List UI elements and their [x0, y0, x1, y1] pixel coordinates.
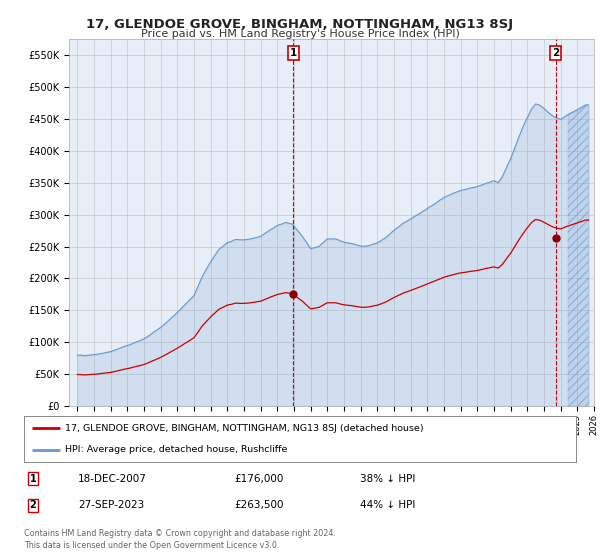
Text: 1: 1: [290, 48, 297, 58]
Text: £263,500: £263,500: [234, 500, 284, 510]
Text: Price paid vs. HM Land Registry's House Price Index (HPI): Price paid vs. HM Land Registry's House …: [140, 29, 460, 39]
Text: 1: 1: [29, 474, 37, 484]
Text: 17, GLENDOE GROVE, BINGHAM, NOTTINGHAM, NG13 8SJ: 17, GLENDOE GROVE, BINGHAM, NOTTINGHAM, …: [86, 18, 514, 31]
Text: 18-DEC-2007: 18-DEC-2007: [78, 474, 147, 484]
Text: 27-SEP-2023: 27-SEP-2023: [78, 500, 144, 510]
Text: 44% ↓ HPI: 44% ↓ HPI: [360, 500, 415, 510]
Text: HPI: Average price, detached house, Rushcliffe: HPI: Average price, detached house, Rush…: [65, 445, 288, 454]
Text: Contains HM Land Registry data © Crown copyright and database right 2024.
This d: Contains HM Land Registry data © Crown c…: [24, 529, 336, 550]
Text: 17, GLENDOE GROVE, BINGHAM, NOTTINGHAM, NG13 8SJ (detached house): 17, GLENDOE GROVE, BINGHAM, NOTTINGHAM, …: [65, 424, 424, 433]
Text: 38% ↓ HPI: 38% ↓ HPI: [360, 474, 415, 484]
Text: 2: 2: [29, 500, 37, 510]
Text: £176,000: £176,000: [234, 474, 283, 484]
Text: 2: 2: [552, 48, 559, 58]
